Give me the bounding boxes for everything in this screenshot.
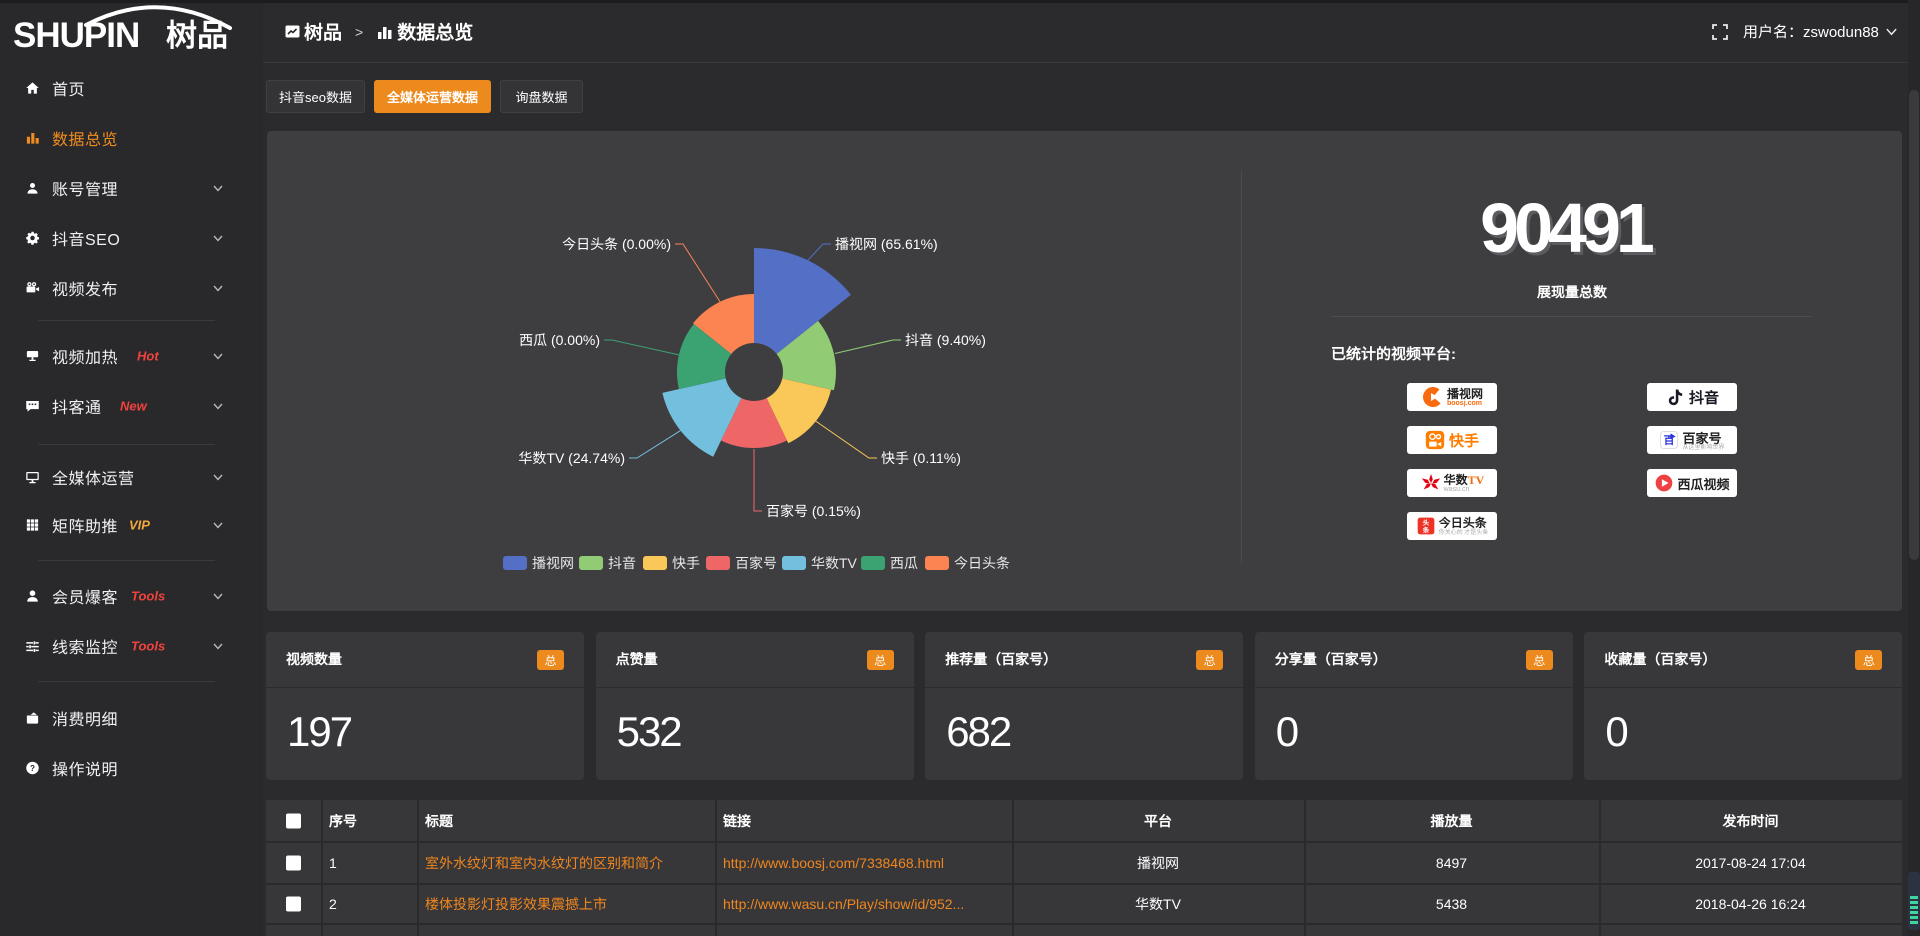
svg-text:?: ? bbox=[30, 764, 35, 773]
svg-text:百家号: 百家号 bbox=[735, 555, 777, 571]
svg-text:头: 头 bbox=[1422, 517, 1429, 527]
svg-text:播视网 (65.61%): 播视网 (65.61%) bbox=[835, 236, 938, 252]
svg-text:快手: 快手 bbox=[672, 555, 700, 571]
svg-text:SHUPIN: SHUPIN bbox=[13, 16, 139, 55]
svg-text:华数TV (24.74%): 华数TV (24.74%) bbox=[518, 450, 625, 466]
svg-text:快手 (0.11%): 快手 (0.11%) bbox=[881, 450, 961, 466]
svg-text:西瓜: 西瓜 bbox=[890, 555, 918, 571]
svg-text:今日头条 (0.00%): 今日头条 (0.00%) bbox=[562, 236, 671, 252]
svg-text:西瓜 (0.00%): 西瓜 (0.00%) bbox=[519, 332, 600, 348]
svg-text:今日头条: 今日头条 bbox=[954, 555, 1010, 571]
svg-text:播视网: 播视网 bbox=[532, 555, 574, 571]
svg-text:抖音 (9.40%): 抖音 (9.40%) bbox=[905, 332, 986, 348]
svg-text:华数TV: 华数TV bbox=[811, 555, 858, 571]
svg-text:百家号 (0.15%): 百家号 (0.15%) bbox=[766, 503, 861, 519]
svg-text:条: 条 bbox=[1421, 525, 1429, 535]
svg-text:百: 百 bbox=[1664, 432, 1675, 448]
svg-text:树品: 树品 bbox=[166, 10, 228, 55]
svg-text:抖音: 抖音 bbox=[608, 555, 636, 571]
